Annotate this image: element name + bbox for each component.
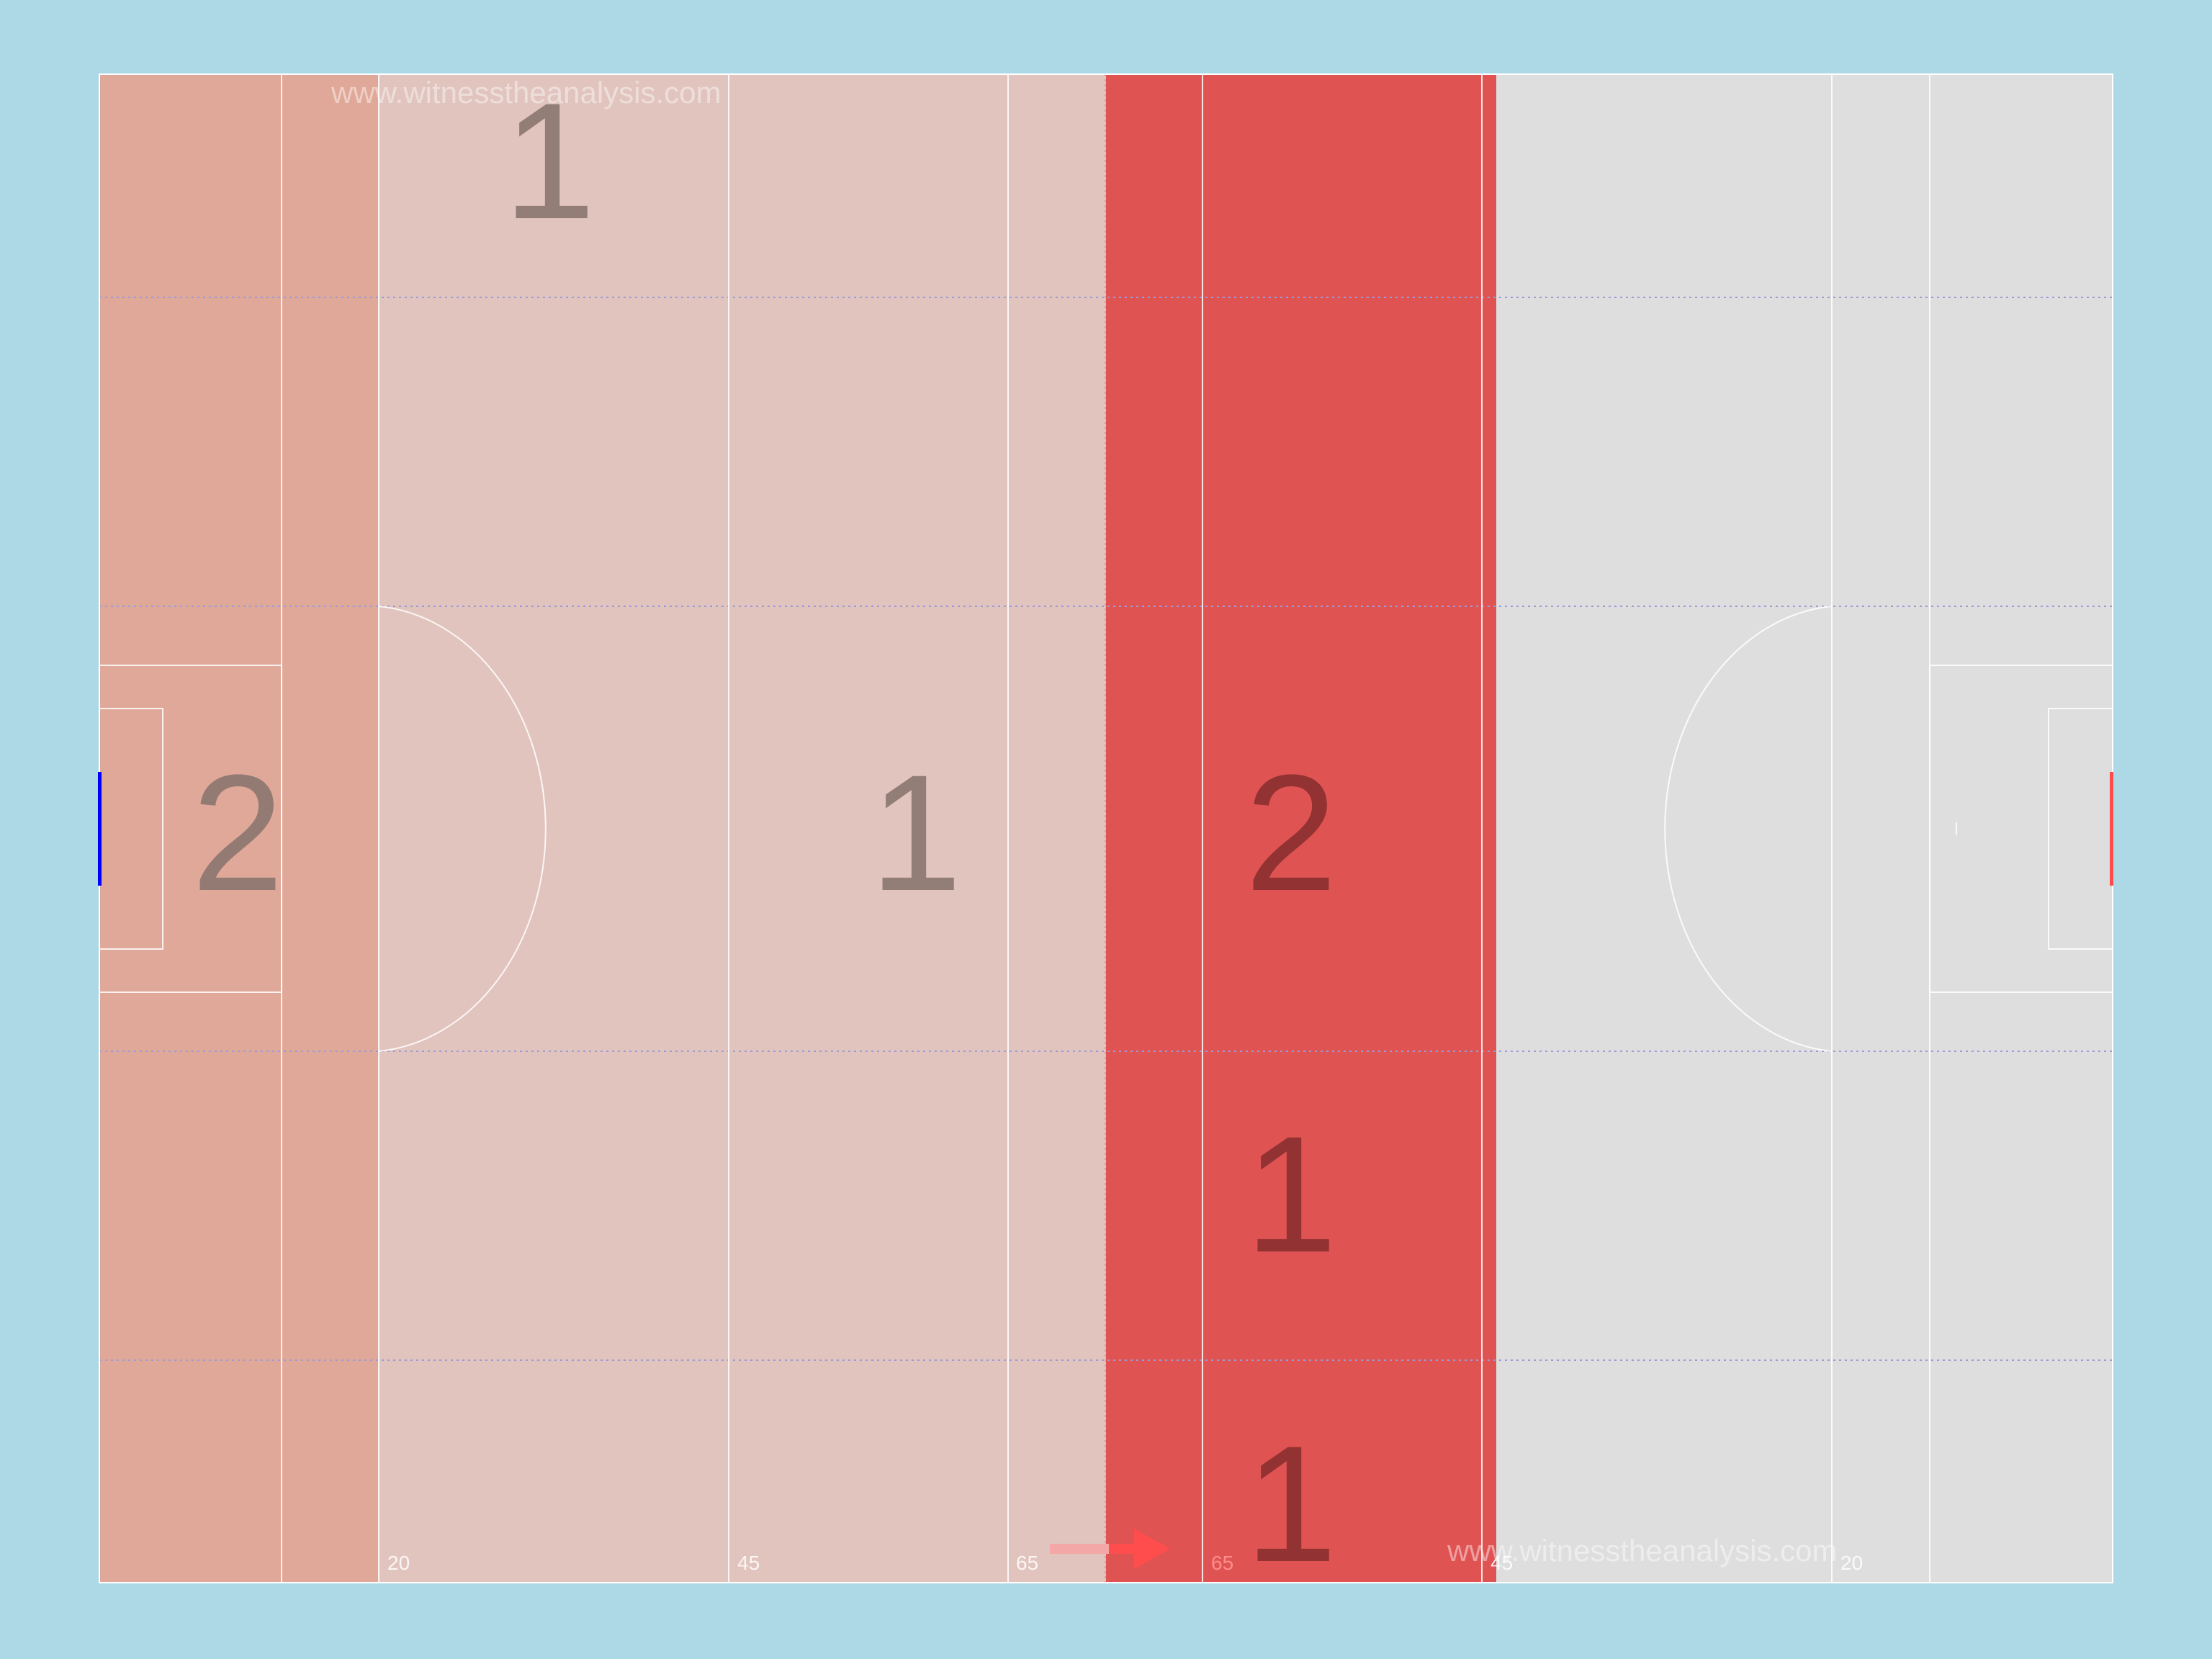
right-goal — [2110, 772, 2113, 886]
right-small-box — [2048, 708, 2113, 950]
count-centre-right: 2 — [1245, 740, 1337, 925]
distance-label-65-right: 65 — [1211, 1552, 1233, 1574]
count-top-left-band: 1 — [503, 68, 595, 253]
watermark-top: www.witnesstheanalysis.com — [331, 76, 721, 109]
count-centre-left: 1 — [870, 740, 962, 925]
right-d-arc — [1664, 606, 1833, 1052]
zone-left-goal-column — [99, 74, 379, 1583]
pitch-lines — [99, 74, 2113, 1583]
right-large-box — [1929, 665, 2113, 993]
left-small-box — [99, 708, 163, 950]
distance-label-45-right: 45 — [1491, 1552, 1513, 1574]
distance-label-65-left: 65 — [1016, 1552, 1038, 1574]
distance-label-20-left: 20 — [387, 1552, 410, 1574]
distance-label-45-left: 45 — [737, 1552, 760, 1574]
zone-centre-column — [1106, 74, 1496, 1583]
attack-direction-arrow-icon — [1050, 1529, 1170, 1569]
count-left-goal-area: 2 — [192, 740, 284, 925]
watermark-bottom: www.witnesstheanalysis.com — [1447, 1534, 1838, 1568]
left-large-box — [99, 665, 282, 993]
left-goal — [98, 772, 102, 886]
left-d-arc — [378, 606, 547, 1052]
channel-lines — [99, 297, 2113, 1361]
count-lower-centre-right: 1 — [1245, 1102, 1337, 1287]
count-bottom-centre-right: 1 — [1245, 1411, 1337, 1596]
distance-label-20-right: 20 — [1840, 1552, 1863, 1574]
zone-left-half-column — [379, 74, 1106, 1583]
